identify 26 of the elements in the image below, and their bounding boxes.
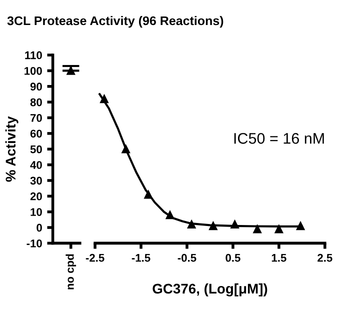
y-tick-label: 70 [30, 114, 42, 122]
y-tick-label: 90 [30, 82, 42, 91]
y-tick-label: 30 [30, 176, 42, 185]
y-tick-label: 20 [30, 192, 42, 200]
y-tick-label: 10 [30, 208, 42, 216]
y-tick-label: 100 [24, 66, 42, 75]
y-axis-title: % Activity [5, 116, 18, 182]
y-tick-label: 110 [25, 51, 42, 60]
y-tick-label: 50 [30, 145, 42, 154]
x-tick-label: 0.5 [226, 254, 240, 262]
x-tick-label: no cpd [66, 254, 76, 290]
point [253, 224, 262, 234]
annotation: IC50 = 16 nM [234, 132, 324, 144]
y-tick-label: 0 [36, 224, 42, 232]
x-tick-label: 2.5 [318, 254, 332, 262]
x-tick-label: -2.5 [86, 254, 104, 262]
y-tick-label: 60 [30, 130, 42, 138]
x-tick-label: -1.5 [132, 254, 150, 262]
x-tick-label: 1.5 [272, 254, 286, 262]
point [274, 224, 284, 234]
y-tick-label: 80 [30, 98, 42, 106]
x-axis-title: GC376, (Log[μM]) [152, 283, 268, 296]
y-tick-label: -10 [26, 239, 42, 248]
chart-title: 3CL Protease Activity (96 Reactions) [7, 16, 224, 28]
x-tick-label: -0.5 [178, 254, 196, 262]
y-tick-label: 40 [30, 161, 42, 169]
